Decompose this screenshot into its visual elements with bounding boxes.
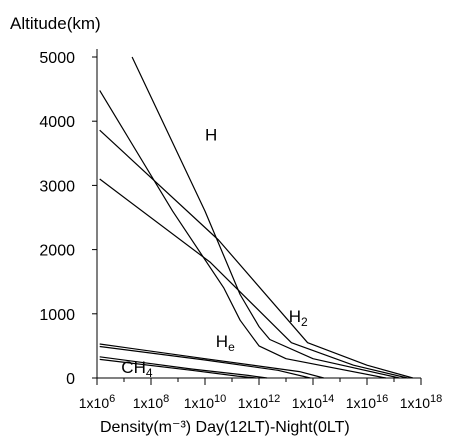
y-tick-label: 2000	[39, 243, 75, 260]
curve-label-h: H	[205, 125, 217, 144]
curve-h-day	[131, 56, 400, 379]
curve-label-ch4: CH4	[121, 358, 153, 380]
curve-ch4-day	[99, 356, 268, 379]
curve-he-day	[99, 343, 324, 379]
x-tick-label: 1x106	[79, 393, 115, 411]
x-tick-label: 1x1016	[346, 393, 389, 411]
curve-ch4-night	[99, 358, 257, 379]
y-tick-label: 0	[66, 371, 75, 388]
y-tick-label: 3000	[39, 178, 75, 195]
curve-h2-day	[99, 129, 414, 379]
curve-labels: H H2 He CH4	[121, 125, 308, 379]
y-tick-label: 4000	[39, 114, 75, 131]
y-tick-label: 1000	[39, 307, 75, 324]
x-ticks: 1x106 1x108 1x1010 1x1012 1x1014 1x1016 1x1018	[79, 378, 443, 411]
x-tick-label: 1x1012	[238, 393, 281, 411]
curve-he-night	[99, 345, 311, 379]
x-axis-label: Density(m⁻³) Day(12LT)-Night(0LT)	[100, 419, 350, 436]
curve-h2-night	[99, 178, 408, 379]
curve-label-h2: H2	[289, 307, 308, 329]
x-tick-label: 1x1014	[292, 393, 335, 411]
y-ticks: 0 1000 2000 3000 4000 5000	[39, 50, 97, 388]
y-axis-label: Altitude(km)	[10, 14, 101, 33]
curve-h-night	[99, 90, 387, 379]
x-tick-label: 1x1018	[400, 393, 443, 411]
density-curves	[99, 56, 414, 379]
y-tick-label: 5000	[39, 50, 75, 67]
x-tick-label: 1x1010	[184, 393, 227, 411]
curve-label-he: He	[216, 332, 235, 354]
x-tick-label: 1x108	[133, 393, 169, 411]
